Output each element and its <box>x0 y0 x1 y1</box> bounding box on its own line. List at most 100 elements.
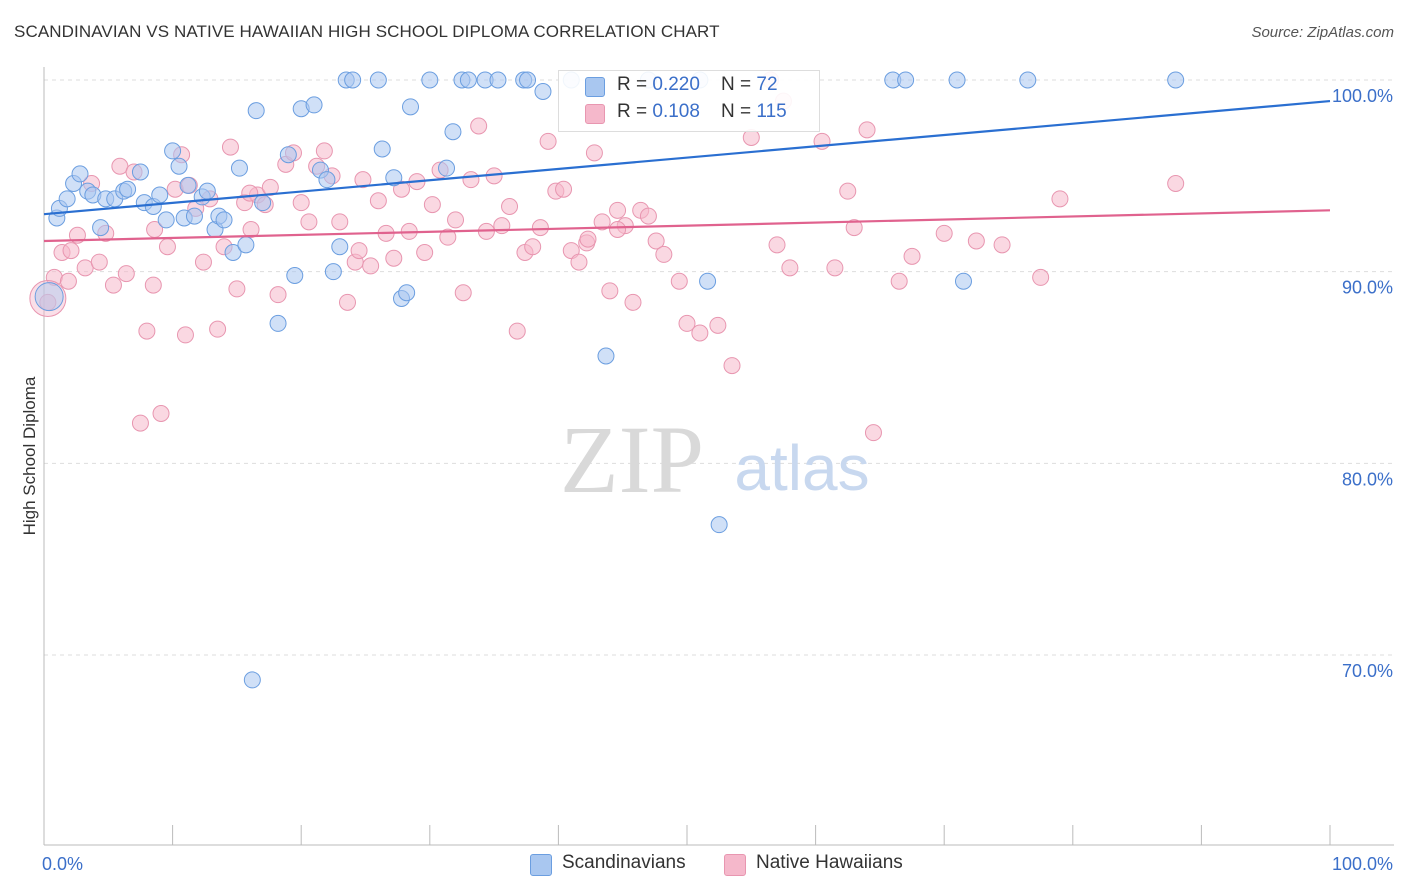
scandinavian-point <box>198 182 216 200</box>
legend-r-value: 0.108 <box>652 101 700 122</box>
native-hawaiian-point <box>76 259 94 277</box>
chart-title: SCANDINAVIAN VS NATIVE HAWAIIAN HIGH SCH… <box>14 22 720 41</box>
y-tick-label: 70.0% <box>1342 661 1393 681</box>
native-hawaiian-point <box>858 121 876 139</box>
scandinavian-point <box>164 142 182 160</box>
native-hawaiian-point <box>362 257 380 275</box>
scandinavian-point <box>344 71 362 89</box>
scandinavian-point <box>398 284 416 302</box>
scandinavian-point <box>243 671 261 689</box>
x-tick-label: 0.0% <box>42 854 83 874</box>
scandinavian-point <box>438 159 456 177</box>
native-hawaiian-point <box>144 276 162 294</box>
native-hawaiian-point <box>570 253 588 271</box>
y-tick-label: 80.0% <box>1342 469 1393 489</box>
native-hawaiian-point <box>350 242 368 260</box>
trend-lines <box>43 99 1331 243</box>
native-hawaiian-point <box>839 182 857 200</box>
native-hawaiian-point <box>1051 190 1069 208</box>
watermark-zip: ZIP <box>560 406 704 513</box>
native-hawaiian-point <box>555 180 573 198</box>
native-hawaiians-points <box>29 71 1185 442</box>
native-hawaiian-point <box>209 320 227 338</box>
scandinavian-point <box>373 140 391 158</box>
scandinavian-point <box>897 71 915 89</box>
scandinavian-point <box>948 71 966 89</box>
native-hawaiian-point <box>454 284 472 302</box>
native-hawaiian-point <box>609 221 627 238</box>
native-hawaiian-point <box>416 244 434 261</box>
native-hawaiian-trend-line <box>43 209 1331 243</box>
native-hawaiian-point <box>624 293 642 311</box>
scandinavian-point <box>247 102 265 120</box>
native-hawaiian-point <box>385 249 403 267</box>
legend-text-pink: R = 0.108 N = 115 <box>617 101 787 123</box>
native-hawaiian-point <box>1032 268 1050 286</box>
native-hawaiian-point <box>768 236 786 254</box>
native-hawaiian-point <box>111 157 129 175</box>
native-hawaiian-point <box>647 232 665 250</box>
native-hawaiian-point <box>462 171 480 189</box>
native-hawaiian-point <box>194 253 212 271</box>
native-hawaiian-point <box>890 272 908 290</box>
native-hawaiian-point <box>300 213 318 231</box>
watermark-atlas: atlas <box>734 432 869 504</box>
scandinavian-point <box>170 157 188 175</box>
native-hawaiian-point <box>117 265 135 283</box>
scandinavian-point <box>237 236 255 254</box>
native-hawaiian-point <box>579 230 597 248</box>
native-hawaiian-point <box>354 171 372 189</box>
native-hawaiian-point <box>501 198 519 215</box>
scandinavian-point <box>369 71 387 89</box>
x-tick-label: 100.0% <box>1332 854 1393 874</box>
native-hawaiian-point <box>228 280 246 298</box>
legend-label-native-hawaiians: Native Hawaiians <box>756 852 903 873</box>
native-hawaiian-point <box>470 117 488 135</box>
native-hawaiian-point <box>935 224 953 242</box>
legend-n-label: N = <box>721 101 757 122</box>
native-hawaiian-point <box>524 238 542 256</box>
scandinavian-point <box>710 516 728 534</box>
native-hawaiian-point <box>639 207 657 225</box>
native-hawaiian-point <box>508 322 526 340</box>
native-hawaiian-point <box>315 142 333 160</box>
scandinavian-point <box>331 238 349 256</box>
scandinavian-point <box>318 171 336 189</box>
scandinavian-point <box>385 169 403 187</box>
native-hawaiian-point <box>723 357 741 375</box>
scandinavian-point <box>954 272 972 290</box>
scandinavian-point <box>286 267 304 284</box>
native-hawaiian-point <box>158 238 176 256</box>
native-hawaiian-point <box>864 424 882 442</box>
scandinavian-point <box>519 71 537 89</box>
native-hawaiian-point <box>131 414 149 432</box>
legend-label-scandinavians: Scandinavians <box>562 852 686 873</box>
tick-labels: 70.0% 80.0% 90.0% 100.0% 0.0% 100.0% <box>42 86 1393 874</box>
legend-n-value: 72 <box>756 74 778 95</box>
scandinavian-point <box>224 244 242 261</box>
native-hawaiian-point <box>59 272 77 290</box>
scandinavian-point <box>279 146 297 164</box>
legend-n-label: N = <box>721 74 757 95</box>
scandinavian-point <box>421 71 439 89</box>
scandinavian-point <box>402 98 420 116</box>
native-hawaiian-point <box>269 286 287 304</box>
scandinavian-point <box>34 282 64 312</box>
native-hawaiian-point <box>242 221 260 238</box>
scandinavian-point <box>92 219 110 237</box>
native-hawaiian-point <box>447 211 465 229</box>
scandinavian-point <box>151 186 169 204</box>
legend-swatch-blue <box>585 77 605 97</box>
chart-source: Source: ZipAtlas.com <box>1251 24 1394 41</box>
native-hawaiian-point <box>593 213 611 231</box>
scandinavian-point <box>119 180 137 198</box>
scandinavian-point <box>444 123 462 141</box>
native-hawaiian-point <box>152 405 170 422</box>
scandinavian-point <box>157 211 175 229</box>
legend-swatch-pink <box>585 104 605 124</box>
scandinavian-point <box>305 96 323 114</box>
native-hawaiian-point <box>678 314 696 332</box>
scandinavians-points <box>34 71 1185 689</box>
legend-r-label: R = <box>617 74 653 95</box>
